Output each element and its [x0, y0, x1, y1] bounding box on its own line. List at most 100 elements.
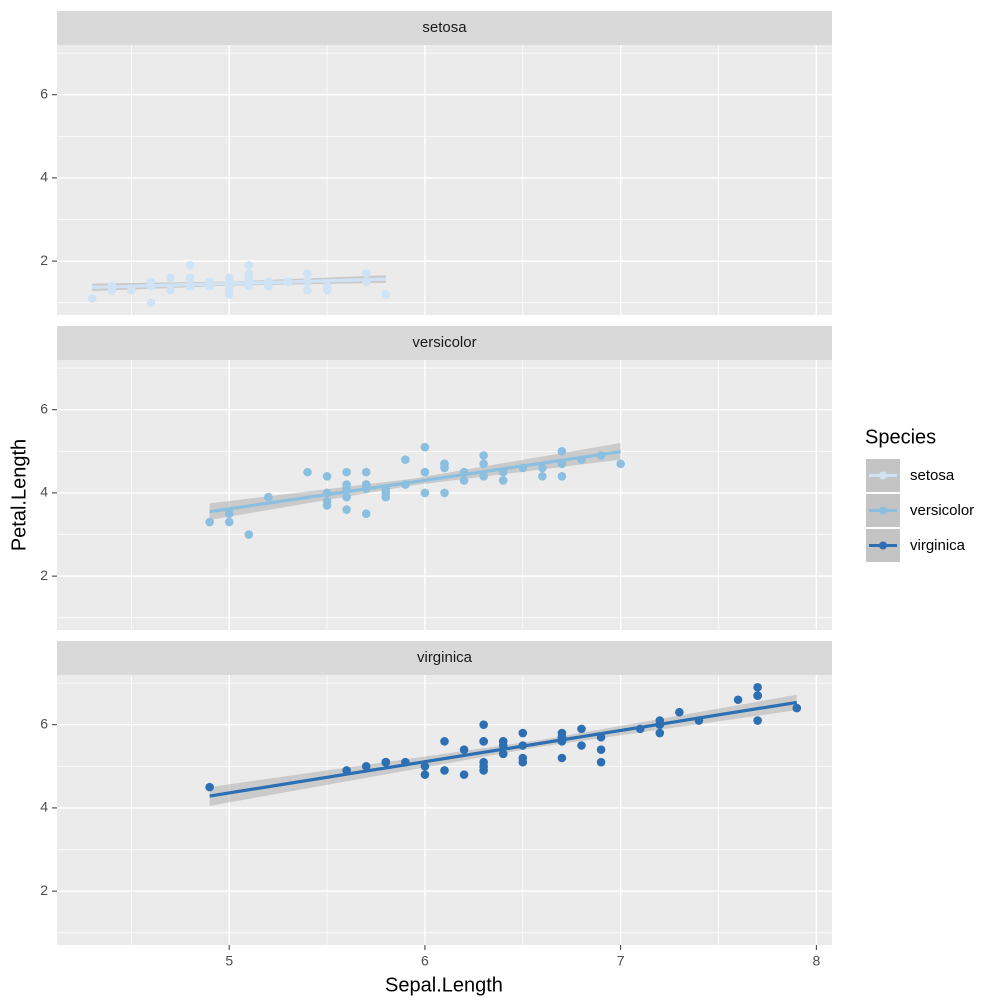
- point: [479, 451, 488, 460]
- facet-label: versicolor: [412, 334, 476, 351]
- point: [361, 762, 371, 771]
- point: [342, 480, 351, 489]
- y-tick-label: 4: [40, 799, 48, 815]
- point: [440, 488, 449, 498]
- x-tick-label: 5: [225, 953, 233, 969]
- point: [146, 298, 156, 308]
- point: [303, 467, 312, 477]
- y-axis-title: Petal.Length: [8, 439, 30, 551]
- point: [440, 766, 449, 775]
- point: [224, 509, 234, 519]
- point: [557, 753, 567, 763]
- x-axis-title: Sepal.Length: [385, 974, 503, 996]
- point: [557, 447, 567, 456]
- facet-strip: [57, 326, 832, 360]
- point: [303, 269, 312, 278]
- point: [264, 492, 273, 502]
- point: [166, 285, 175, 295]
- point: [420, 442, 430, 452]
- point: [479, 471, 488, 481]
- legend-point: [879, 471, 887, 480]
- point: [459, 745, 469, 754]
- point: [498, 749, 508, 759]
- point: [596, 745, 606, 754]
- point: [577, 741, 586, 750]
- point: [440, 737, 449, 746]
- y-tick-label: 4: [40, 484, 48, 500]
- point: [420, 467, 430, 477]
- point: [381, 488, 391, 498]
- facet-strip: [57, 641, 832, 675]
- point: [616, 459, 625, 469]
- legend-label: versicolor: [910, 502, 974, 519]
- point: [655, 728, 665, 738]
- point: [127, 285, 136, 295]
- point: [440, 463, 449, 473]
- fit-line: [209, 700, 798, 798]
- point: [459, 770, 469, 779]
- panel-background: [57, 45, 832, 315]
- point: [322, 471, 332, 481]
- point: [224, 273, 234, 283]
- point: [753, 682, 762, 692]
- point: [538, 471, 547, 481]
- point: [518, 753, 528, 763]
- point: [205, 782, 214, 792]
- point: [303, 285, 312, 295]
- point: [753, 691, 762, 700]
- point: [166, 273, 175, 283]
- point: [675, 707, 684, 717]
- point: [87, 294, 97, 303]
- point: [361, 467, 371, 477]
- point: [342, 492, 351, 502]
- point: [185, 273, 195, 283]
- x-tick-label: 8: [812, 953, 820, 969]
- point: [322, 285, 332, 295]
- y-tick-label: 2: [40, 567, 48, 583]
- point: [361, 269, 371, 278]
- point: [185, 260, 195, 270]
- point: [792, 703, 802, 713]
- point: [401, 455, 410, 464]
- fit-line: [209, 450, 621, 514]
- fit-line: [92, 277, 386, 289]
- point: [420, 488, 430, 498]
- point: [322, 501, 332, 510]
- point: [420, 762, 430, 771]
- point: [420, 770, 430, 779]
- legend-title: Species: [865, 426, 936, 448]
- point: [381, 757, 391, 767]
- y-tick-label: 2: [40, 252, 48, 268]
- facet-label: virginica: [417, 649, 473, 666]
- y-tick-label: 6: [40, 400, 48, 416]
- point: [557, 471, 567, 481]
- point: [479, 459, 488, 469]
- point: [342, 467, 351, 477]
- y-tick-label: 4: [40, 169, 48, 185]
- point: [244, 530, 254, 539]
- facet-strip: [57, 11, 832, 45]
- point: [224, 517, 234, 527]
- point: [479, 762, 488, 771]
- point: [459, 476, 469, 485]
- point: [244, 273, 254, 283]
- point: [596, 757, 606, 767]
- legend-label: virginica: [910, 537, 966, 554]
- x-tick-label: 6: [421, 953, 429, 969]
- legend-label: setosa: [910, 467, 955, 484]
- point: [205, 517, 214, 527]
- facet-label: setosa: [422, 19, 467, 36]
- point: [342, 505, 351, 514]
- y-tick-label: 6: [40, 85, 48, 101]
- point: [479, 737, 488, 746]
- legend-point: [879, 506, 887, 515]
- legend-point: [879, 541, 887, 550]
- y-tick-label: 2: [40, 882, 48, 898]
- point: [577, 724, 586, 734]
- point: [479, 720, 488, 730]
- x-tick-label: 7: [617, 953, 625, 969]
- point: [518, 728, 528, 738]
- y-tick-label: 6: [40, 715, 48, 731]
- point: [361, 509, 371, 519]
